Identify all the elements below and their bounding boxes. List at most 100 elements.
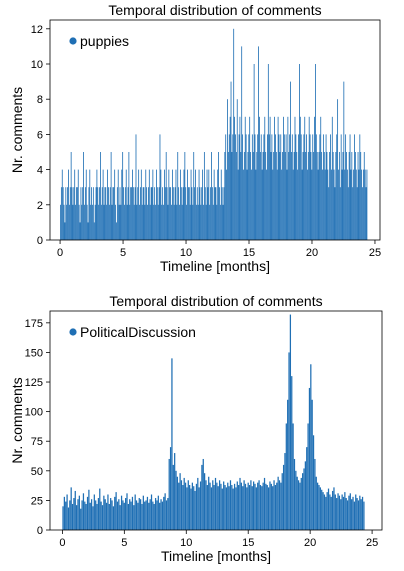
bar — [151, 187, 153, 240]
y-axis-label: Nr. comments — [9, 87, 25, 173]
bar — [134, 494, 136, 530]
bar — [267, 134, 268, 240]
bar — [201, 187, 203, 240]
bar — [198, 487, 200, 530]
bar — [205, 480, 207, 530]
bar — [146, 187, 148, 240]
y-tick-label: 12 — [31, 24, 43, 36]
bar — [127, 187, 129, 240]
bar — [95, 187, 97, 240]
bar — [338, 169, 339, 240]
bar — [85, 503, 87, 530]
bar — [217, 169, 219, 240]
bar — [299, 64, 300, 240]
bar — [175, 470, 177, 530]
bar — [212, 480, 214, 530]
bar — [361, 496, 364, 530]
bar — [171, 169, 173, 240]
y-tick-label: 0 — [37, 235, 43, 247]
bar — [254, 483, 256, 530]
bar — [70, 152, 72, 240]
bar — [225, 487, 228, 530]
bar — [66, 494, 68, 530]
bar — [108, 187, 109, 240]
bar — [93, 222, 95, 240]
bar — [209, 482, 211, 530]
bar — [310, 364, 312, 530]
bar — [169, 187, 171, 240]
bar — [318, 485, 320, 530]
bar — [69, 187, 71, 240]
bar — [132, 187, 134, 240]
bar — [266, 485, 268, 530]
x-axis-label: Timeline [months] — [161, 548, 271, 564]
bar — [322, 492, 324, 530]
legend-marker — [69, 328, 77, 336]
bar — [218, 480, 221, 530]
bar — [103, 204, 105, 240]
bar — [175, 169, 177, 240]
bar — [329, 494, 331, 530]
bar — [359, 134, 361, 240]
bar — [334, 494, 336, 530]
bar — [83, 152, 84, 240]
bar — [219, 187, 220, 240]
bar — [120, 495, 123, 530]
bar — [232, 488, 234, 530]
bar — [314, 116, 315, 240]
bar — [214, 187, 216, 240]
bar — [154, 498, 157, 530]
bar — [228, 486, 230, 530]
bar — [269, 481, 271, 530]
y-tick-label: 8 — [37, 94, 43, 106]
bar — [193, 486, 195, 530]
bar — [73, 187, 75, 240]
bar — [116, 501, 119, 530]
legend-label: PoliticalDiscussion — [80, 324, 196, 340]
bar — [351, 152, 353, 240]
bar — [250, 152, 251, 240]
bar — [96, 169, 98, 240]
bar — [311, 169, 313, 240]
bar — [358, 169, 360, 240]
bar — [99, 488, 101, 530]
bar — [217, 486, 219, 530]
bar — [250, 480, 252, 530]
bar — [348, 152, 350, 240]
bar — [125, 169, 127, 240]
bar — [167, 498, 169, 530]
bar — [306, 134, 307, 240]
bar — [229, 480, 232, 530]
bar — [338, 495, 341, 530]
bar — [163, 496, 165, 530]
bar — [184, 152, 186, 240]
bar — [259, 485, 262, 530]
bar — [81, 204, 83, 240]
bar — [86, 496, 89, 530]
chart-puppies: Temporal distribution of comments 0 5 10 15 2… — [9, 2, 381, 274]
bar — [222, 204, 224, 240]
bar — [201, 464, 203, 530]
bar — [312, 435, 315, 530]
bar — [129, 499, 131, 530]
bar — [182, 187, 184, 240]
x-tick-label: 20 — [306, 247, 318, 259]
bar — [203, 152, 205, 240]
bar — [291, 134, 293, 240]
bar — [171, 204, 172, 240]
x-tick-label: 15 — [243, 247, 255, 259]
bar — [118, 499, 120, 530]
bar — [269, 116, 271, 240]
bar — [207, 187, 209, 240]
bar — [108, 503, 110, 530]
bar — [223, 481, 225, 530]
bar — [110, 152, 112, 240]
bar — [104, 187, 106, 240]
bar — [142, 187, 144, 240]
bar — [345, 134, 347, 240]
bar — [208, 476, 210, 530]
bar — [258, 480, 260, 530]
bar — [165, 152, 167, 240]
bar — [352, 187, 354, 240]
bar — [191, 187, 193, 240]
